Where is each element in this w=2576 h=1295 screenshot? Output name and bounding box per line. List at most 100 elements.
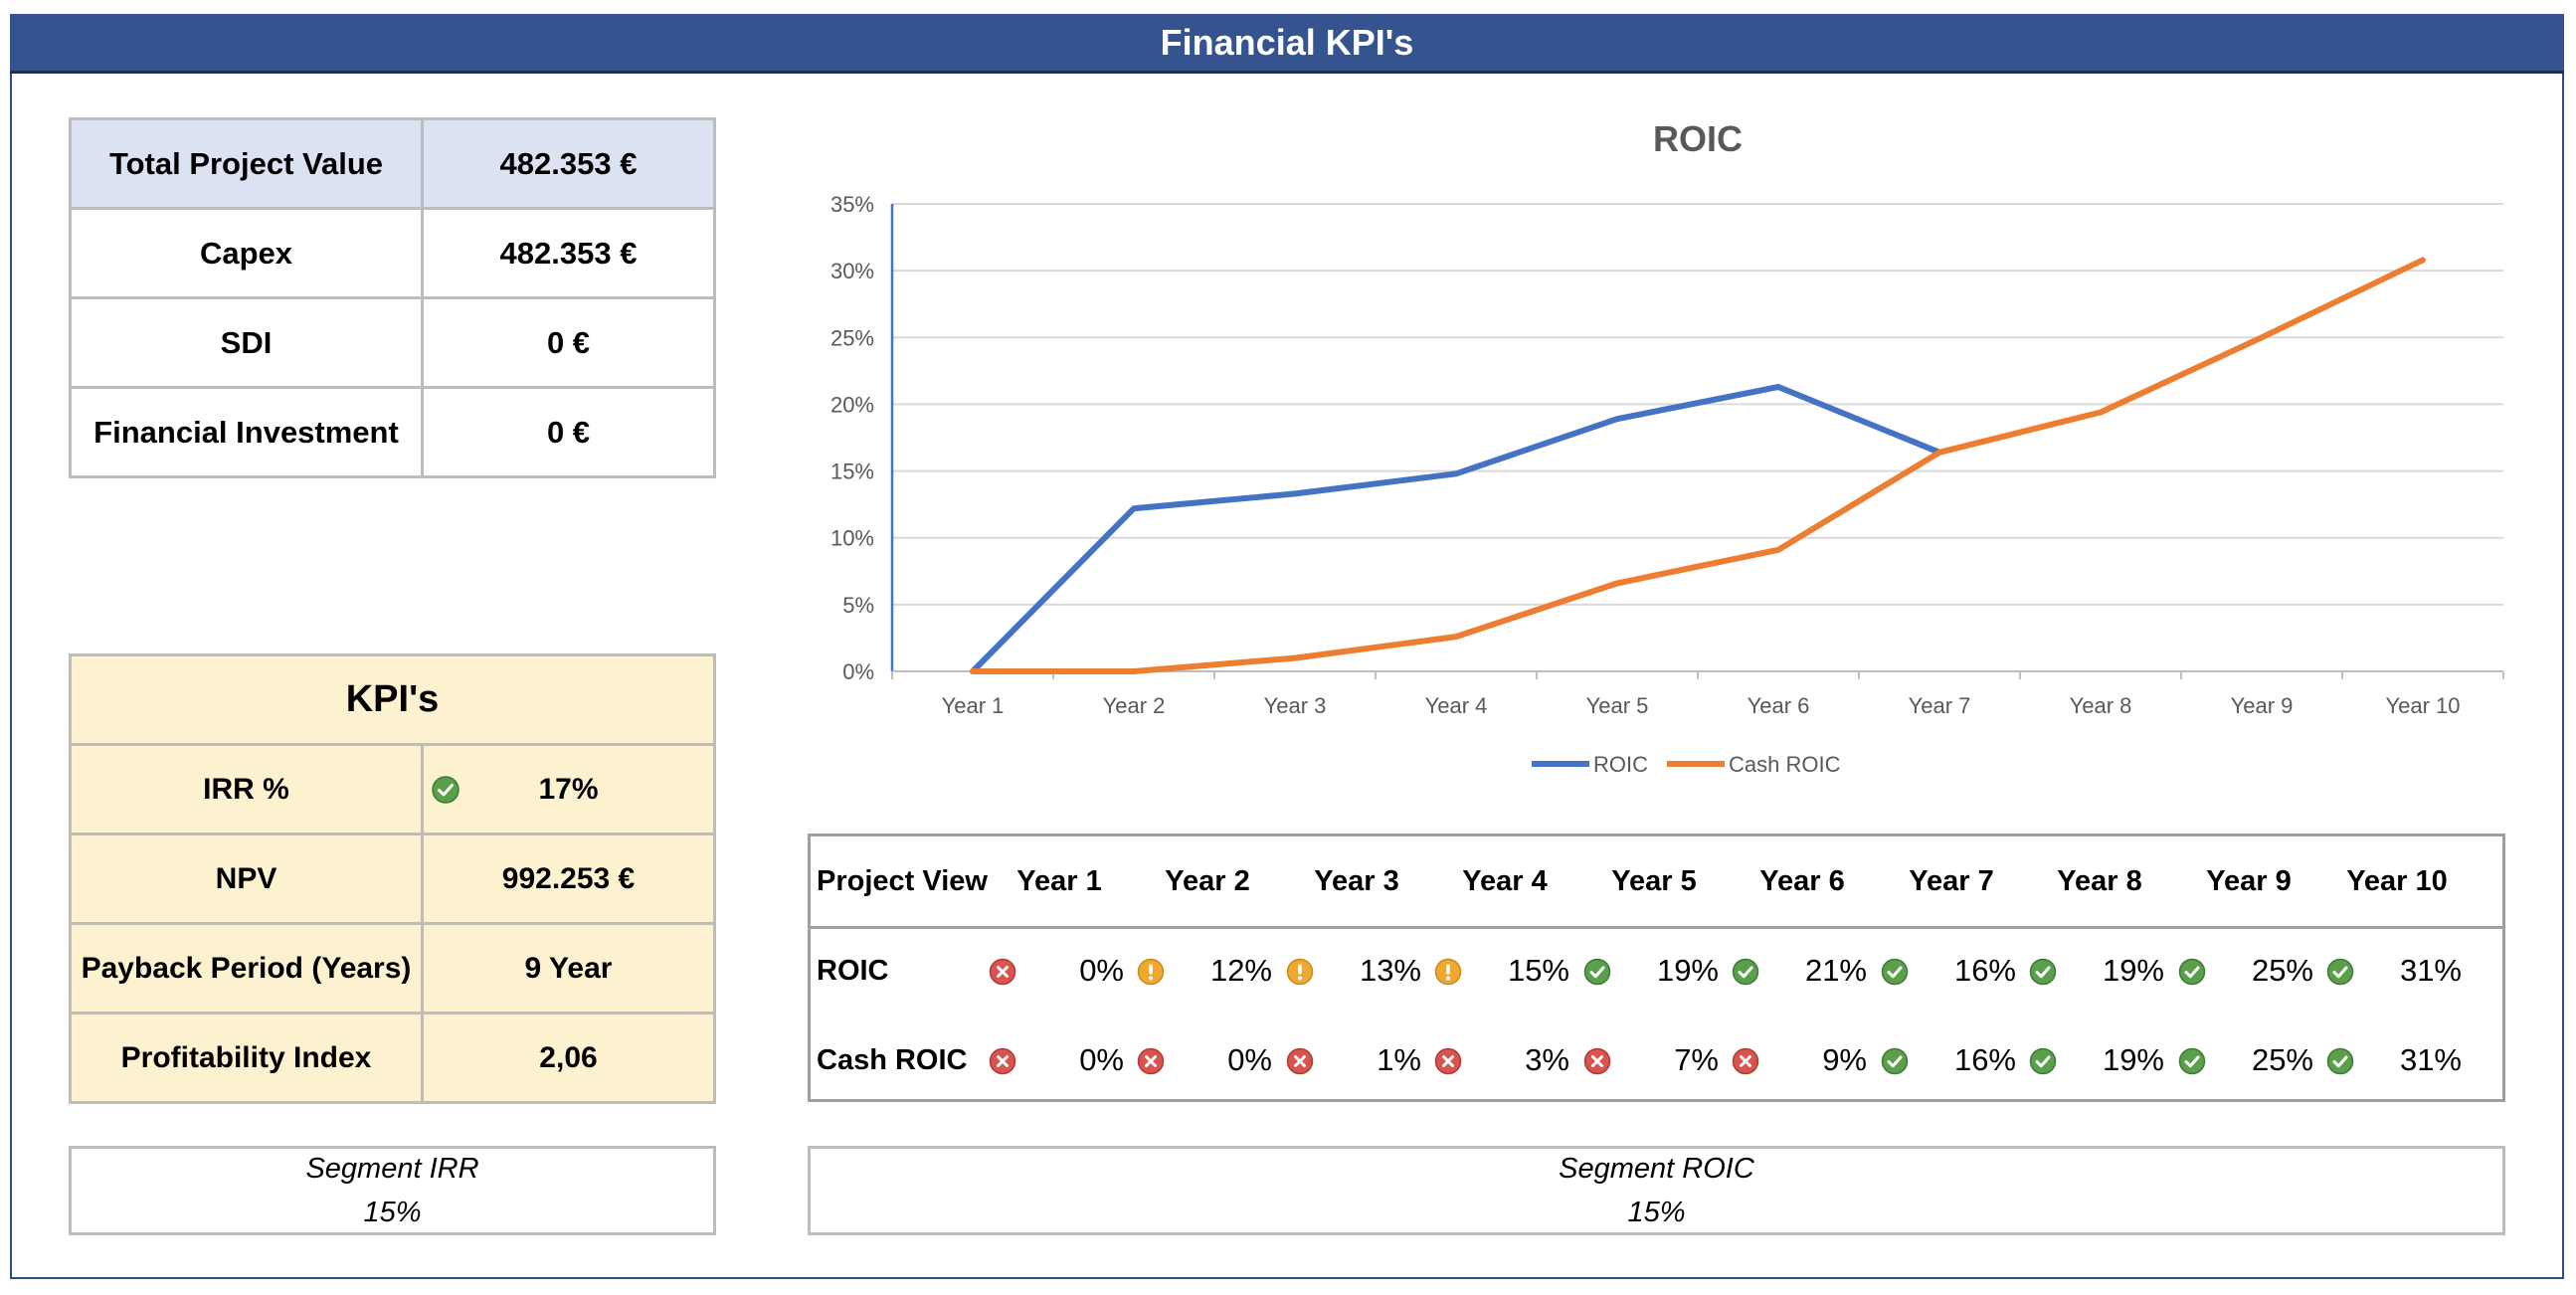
value-cell: 19%: [1579, 926, 1729, 1016]
value-cell: 13%: [1282, 926, 1431, 1016]
value-cell: 19%: [2025, 926, 2174, 1016]
year-header: Year 8: [2057, 865, 2142, 897]
x-tick-label: Year 6: [1748, 693, 1810, 718]
value-cell: 15%: [1430, 926, 1579, 1016]
segment-irr-value: 15%: [363, 1197, 422, 1228]
x-tick-label: Year 3: [1264, 693, 1327, 718]
kpi-value-cell: 17%: [421, 743, 716, 835]
value-cell: 31%: [2322, 1016, 2472, 1105]
chart-title: ROIC: [1653, 118, 1743, 159]
year-header: Year 10: [2346, 865, 2448, 897]
summary-row: Financial Investment 0 €: [69, 386, 716, 478]
kpi-table: KPI's IRR % 17% NPV 992.253 € Payback Pe…: [69, 653, 716, 1104]
check-icon: [431, 775, 460, 805]
row-value: 25%: [2251, 953, 2313, 988]
summary-row: SDI 0 €: [69, 296, 716, 389]
segment-roic-value: 15%: [1627, 1197, 1686, 1228]
value-cell: 1%: [1282, 1016, 1431, 1105]
x-tick-label: Year 8: [2070, 693, 2132, 718]
x-tick-label: Year 2: [1103, 693, 1166, 718]
year-header: Year 6: [1759, 865, 1845, 897]
year-header: Year 2: [1165, 865, 1250, 897]
cross-icon: [1732, 1047, 1759, 1075]
row-value: 0%: [1079, 953, 1124, 988]
value-cell: 7%: [1579, 1016, 1729, 1105]
legend-label: ROIC: [1593, 752, 1648, 777]
series-line-roic: [970, 384, 1942, 674]
roic-chart: ROIC 0% 5% 10% 15% 20% 25% 30% 35% Year 1 Year 2 Ye…: [830, 118, 2504, 777]
project-view-row: Cash ROIC 0% 0% 1% 3% 7% 9% 16% 19% 25% 31%: [811, 1016, 2502, 1105]
x-tick-label: Year 1: [942, 693, 1005, 718]
year-header: Year 9: [2206, 865, 2292, 897]
row-value: 31%: [2399, 953, 2462, 988]
row-value: 16%: [1953, 1042, 2016, 1077]
kpi-header-row: KPI's: [69, 653, 716, 746]
check-icon: [1583, 958, 1611, 986]
warning-icon: [1286, 958, 1314, 986]
value-cell: 31%: [2322, 926, 2472, 1016]
check-icon: [2029, 1047, 2057, 1075]
summary-label: SDI: [69, 296, 424, 389]
summary-value: 0 €: [421, 296, 716, 389]
value-cell: 16%: [1877, 926, 2026, 1016]
summary-row: Total Project Value 482.353 €: [69, 117, 716, 210]
year-header: Year 3: [1314, 865, 1399, 897]
kpi-value: 992.253 €: [421, 832, 716, 925]
check-icon: [2029, 958, 2057, 986]
segment-roic-label: Segment ROIC: [1559, 1153, 1754, 1185]
summary-label: Financial Investment: [69, 386, 424, 478]
check-icon: [2178, 1047, 2206, 1075]
kpi-label: Payback Period (Years): [69, 922, 424, 1015]
y-tick-label: 20%: [830, 392, 874, 417]
summary-value: 482.353 €: [421, 207, 716, 299]
kpi-title: KPI's: [69, 653, 716, 746]
kpi-row: Profitability Index 2,06: [69, 1012, 716, 1104]
cross-icon: [989, 958, 1016, 986]
value-cell: 25%: [2174, 1016, 2323, 1105]
row-value: 0%: [1227, 1042, 1272, 1077]
row-value: 25%: [2251, 1042, 2313, 1077]
cross-icon: [1583, 1047, 1611, 1075]
project-view-header: Project View: [817, 865, 988, 897]
dashboard-title: Financial KPI's: [10, 14, 2564, 74]
summary-label: Total Project Value: [69, 117, 424, 210]
year-header: Year 4: [1462, 865, 1548, 897]
legend-label: Cash ROIC: [1729, 752, 1841, 777]
value-cell: 0%: [1133, 1016, 1282, 1105]
value-cell: 25%: [2174, 926, 2323, 1016]
kpi-label: NPV: [69, 832, 424, 925]
cross-icon: [989, 1047, 1016, 1075]
row-value: 1%: [1377, 1042, 1421, 1077]
cross-icon: [1434, 1047, 1462, 1075]
kpi-row: NPV 992.253 €: [69, 832, 716, 925]
y-tick-label: 10%: [830, 526, 874, 551]
summary-label: Capex: [69, 207, 424, 299]
row-value: 7%: [1674, 1042, 1719, 1077]
summary-value: 482.353 €: [421, 117, 716, 210]
project-view-row: ROIC 0% 12% 13% 15% 19% 21% 16% 19% 25% 31%: [811, 926, 2502, 1016]
x-tick-label: Year 7: [1909, 693, 1971, 718]
value-cell: 19%: [2025, 1016, 2174, 1105]
row-value: 3%: [1525, 1042, 1569, 1077]
project-view-header-row: Project View Year 1 Year 2 Year 3 Year 4 Year…: [811, 836, 2502, 929]
segment-irr-label: Segment IRR: [305, 1153, 479, 1185]
y-tick-label: 15%: [830, 460, 874, 484]
row-label: Cash ROIC: [817, 1044, 968, 1076]
x-tick-label: Year 10: [2385, 693, 2460, 718]
series-line-cash-roic: [970, 257, 2426, 674]
row-value: 16%: [1953, 953, 2016, 988]
value-cell: 0%: [985, 1016, 1134, 1105]
kpi-value: 17%: [538, 772, 599, 806]
check-icon: [1732, 958, 1759, 986]
kpi-label: Profitability Index: [69, 1012, 424, 1104]
row-label: ROIC: [817, 955, 889, 987]
kpi-value: 2,06: [421, 1012, 716, 1104]
row-value: 21%: [1804, 953, 1867, 988]
row-value: 19%: [2102, 1042, 2164, 1077]
row-value: 31%: [2399, 1042, 2462, 1077]
row-value: 12%: [1209, 953, 1272, 988]
row-value: 15%: [1507, 953, 1569, 988]
summary-value: 0 €: [421, 386, 716, 478]
value-cell: 9%: [1728, 1016, 1877, 1105]
year-header: Year 1: [1016, 865, 1102, 897]
